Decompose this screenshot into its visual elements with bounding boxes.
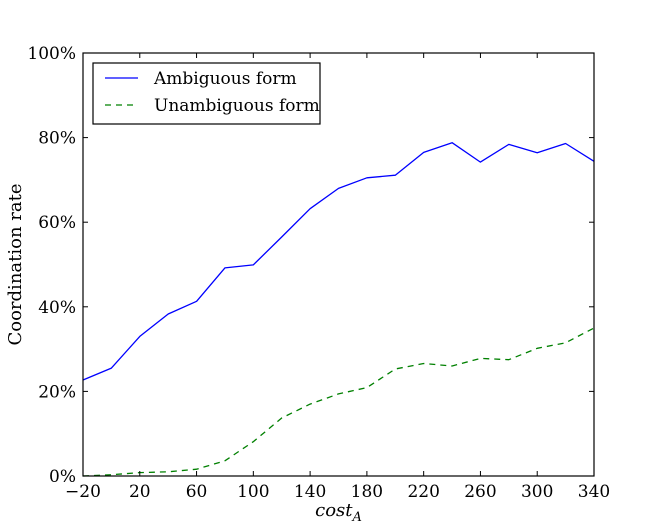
x-tick-label: 220 xyxy=(407,482,439,502)
legend-box xyxy=(92,62,321,125)
x-axis-title-main: cost xyxy=(315,500,353,521)
x-tick-label: 180 xyxy=(351,482,383,502)
y-tick-label: 60% xyxy=(38,213,76,233)
y-tick-label: 80% xyxy=(38,129,76,149)
legend-label-1: Ambiguous form xyxy=(153,69,297,89)
x-tick-label: −20 xyxy=(65,482,101,502)
x-tick-label: 300 xyxy=(521,482,553,502)
y-tick-label: 20% xyxy=(38,382,76,402)
legend-label-2: Unambiguous form xyxy=(154,96,320,116)
legend: Ambiguous form Unambiguous form xyxy=(92,62,321,125)
x-axis-title-subscript: A xyxy=(352,510,362,525)
y-tick-label: 0% xyxy=(49,467,76,487)
x-axis-title: costA xyxy=(315,500,362,525)
series-line-1 xyxy=(82,142,595,381)
ticks-layer xyxy=(82,52,595,477)
y-axis-title: Coordination rate xyxy=(5,183,26,345)
y-tick-label: 100% xyxy=(27,44,76,64)
x-tick-label: 260 xyxy=(464,482,496,502)
series-line-2 xyxy=(82,327,595,477)
series-layer xyxy=(82,142,595,477)
y-tick-label: 40% xyxy=(38,298,76,318)
x-tick-label: 340 xyxy=(578,482,610,502)
x-tick-label: 100 xyxy=(237,482,269,502)
x-tick-label: 140 xyxy=(294,482,326,502)
plot-frame xyxy=(82,52,595,477)
x-tick-label: 60 xyxy=(186,482,208,502)
x-tick-label: 20 xyxy=(129,482,151,502)
tick-labels: −20 20 60 100 140 180 220 260 300 340 0% 20% 40% 60% 8… xyxy=(27,44,610,502)
